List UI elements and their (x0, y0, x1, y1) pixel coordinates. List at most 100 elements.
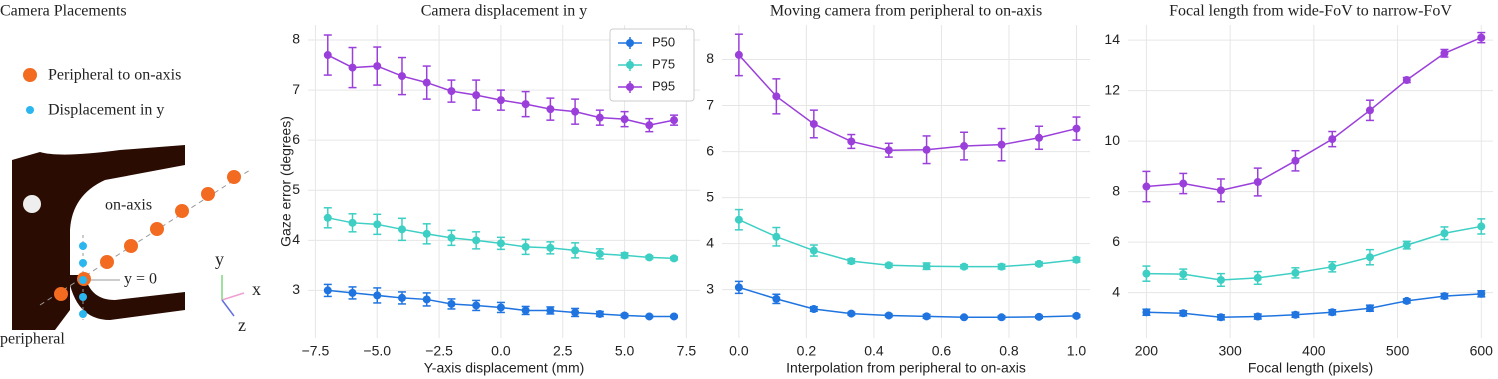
y-tick-label: 6 (292, 131, 300, 147)
point (422, 295, 431, 304)
point (521, 306, 530, 315)
chart-title: Moving camera from peripheral to on-axis (770, 3, 1042, 20)
axis-name: y (215, 249, 224, 269)
y-tick-label: 3 (706, 280, 714, 296)
point (1179, 270, 1188, 279)
x-tick-label: 0.2 (797, 343, 817, 359)
y-tick-label: 7 (292, 81, 300, 97)
point (1440, 229, 1449, 238)
point (571, 246, 580, 255)
point (1291, 310, 1300, 319)
y-tick-label: 4 (1112, 283, 1120, 299)
point (670, 312, 679, 321)
point (1402, 296, 1411, 305)
point (734, 215, 743, 224)
point (922, 262, 931, 271)
point (1365, 304, 1374, 313)
point (960, 262, 969, 271)
x-tick-label: −7.5 (302, 343, 330, 359)
point (1402, 241, 1411, 250)
peripheral-dots (54, 170, 241, 301)
y-tick-label: 5 (706, 188, 714, 204)
point (496, 303, 505, 312)
point (884, 146, 893, 155)
point (595, 113, 604, 122)
legend-dot (26, 106, 34, 114)
series-line (1146, 36, 1482, 192)
legend-marker (626, 39, 634, 47)
point (670, 254, 679, 263)
point (496, 239, 505, 248)
point (1440, 49, 1449, 58)
point (734, 283, 743, 292)
point (546, 105, 555, 114)
point (323, 213, 332, 222)
charts: Camera displacement in y 3 4 5 6 7 8 −7.5 −5.0 −2… (278, 3, 1493, 376)
point (496, 96, 505, 105)
point (397, 72, 406, 81)
point (809, 119, 818, 128)
point (1035, 133, 1044, 142)
series-line (738, 219, 1077, 268)
x-axis-label: Focal length (pixels) (1248, 360, 1373, 376)
point (348, 63, 357, 72)
point (447, 233, 456, 242)
point (348, 218, 357, 227)
glasses-rim (68, 275, 185, 320)
point (1477, 289, 1486, 298)
x-axis-label: Interpolation from peripheral to on-axis (786, 360, 1026, 376)
x-tick-label: 600 (1470, 343, 1494, 359)
legend-box (609, 28, 695, 102)
series-line (738, 54, 1077, 151)
y-tick-label: 3 (292, 281, 300, 297)
point (1253, 312, 1262, 321)
point (734, 50, 743, 59)
point (1216, 275, 1225, 284)
legend-dot (23, 68, 37, 82)
point (472, 301, 481, 310)
x-tick-label: −5.0 (363, 343, 391, 359)
point (571, 107, 580, 116)
camera-diagram: Camera Placements Peripheral to on-axis … (0, 3, 261, 348)
legend-label: Displacement in y (48, 102, 164, 119)
point (521, 100, 530, 109)
point (1328, 308, 1337, 317)
series-line (1146, 293, 1482, 319)
axis-name: x (252, 279, 261, 299)
point (1328, 262, 1337, 271)
point (997, 262, 1006, 271)
point (546, 243, 555, 252)
series-line (1146, 225, 1482, 281)
y-tick-label: 4 (292, 231, 300, 247)
x-tick-label: 500 (1386, 343, 1410, 359)
y-tick-label: 8 (706, 50, 714, 66)
x-axis-label: Y-axis displacement (mm) (424, 360, 585, 376)
legend-label: P50 (652, 34, 675, 49)
displacement-dots (79, 242, 87, 318)
y-tick-label: 6 (1112, 233, 1120, 249)
x-tick-label: 0.0 (491, 343, 511, 359)
point (397, 293, 406, 302)
label: peripheral (0, 331, 65, 348)
point (884, 261, 893, 270)
point (884, 311, 893, 320)
point (1477, 222, 1486, 231)
point (1291, 156, 1300, 165)
point (373, 62, 382, 71)
y-tick-label: 12 (1104, 81, 1120, 97)
series-line (738, 286, 1077, 319)
x-tick-label: 300 (1218, 343, 1242, 359)
point (847, 309, 856, 318)
point (1072, 255, 1081, 264)
point (323, 286, 332, 295)
point (323, 51, 332, 60)
point (373, 220, 382, 229)
x-tick-label: 400 (1302, 343, 1326, 359)
x-tick-label: 0.0 (729, 343, 749, 359)
point (348, 288, 357, 297)
legend-marker (626, 61, 634, 69)
point (422, 229, 431, 238)
point (670, 116, 679, 125)
point (997, 313, 1006, 322)
